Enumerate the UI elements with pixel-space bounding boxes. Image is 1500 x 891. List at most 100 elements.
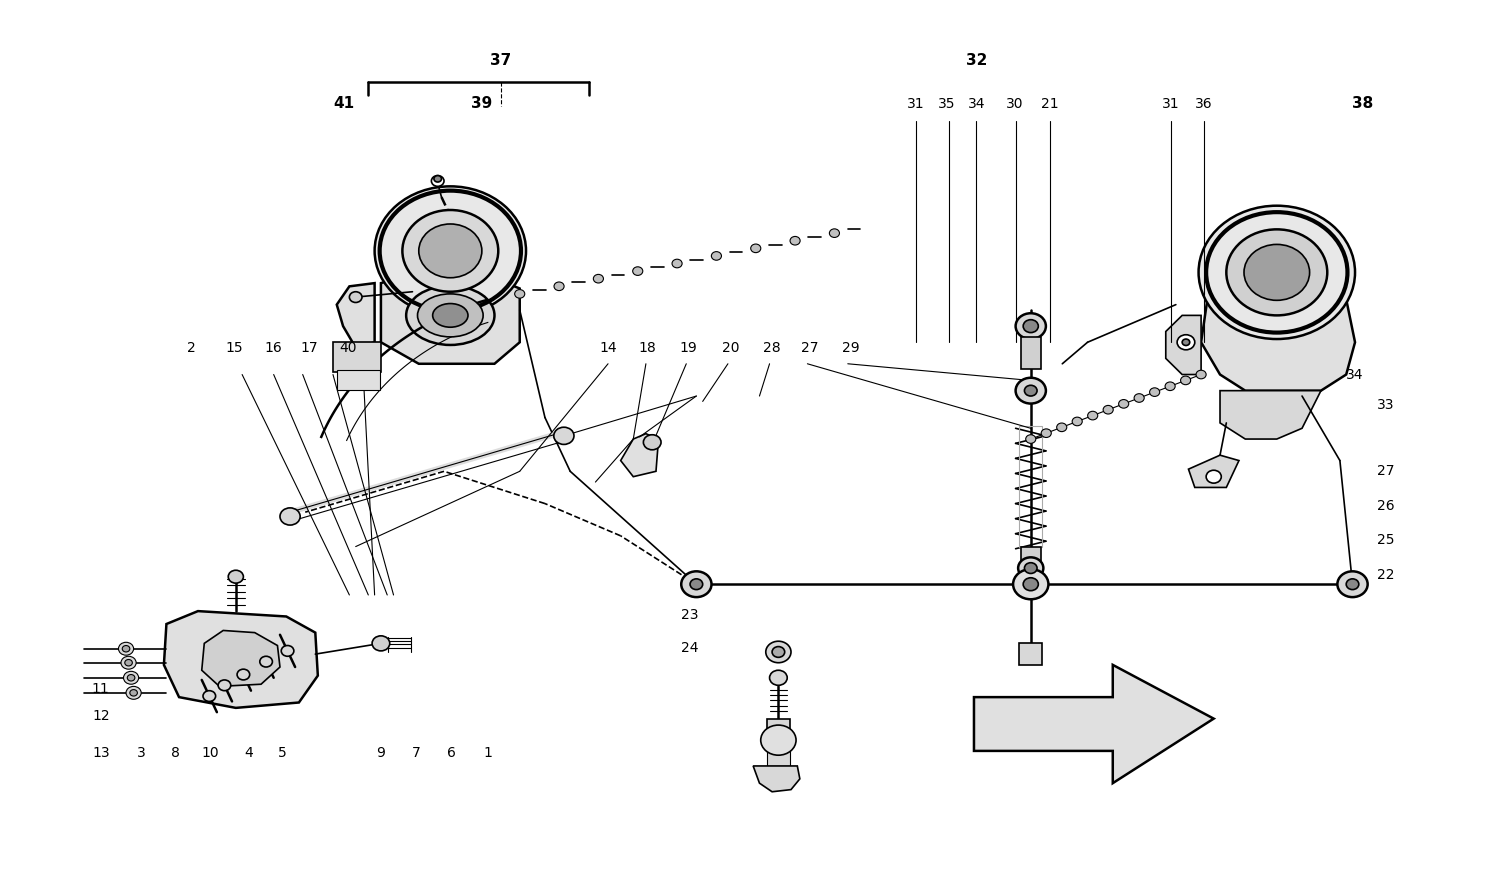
Circle shape: [1196, 371, 1206, 379]
Text: 13: 13: [92, 746, 110, 760]
Circle shape: [770, 670, 788, 685]
Circle shape: [1166, 382, 1174, 390]
Ellipse shape: [406, 286, 495, 345]
Bar: [333, 342, 381, 372]
Text: 39: 39: [471, 96, 492, 111]
Circle shape: [280, 645, 294, 657]
Circle shape: [124, 659, 132, 666]
Circle shape: [1016, 314, 1046, 339]
Bar: [1020, 426, 1042, 546]
Polygon shape: [974, 665, 1214, 783]
Circle shape: [1024, 563, 1036, 574]
Circle shape: [1149, 388, 1160, 396]
Bar: [766, 740, 789, 766]
Circle shape: [1182, 339, 1190, 346]
Circle shape: [375, 186, 526, 315]
Circle shape: [402, 210, 498, 291]
Ellipse shape: [432, 304, 468, 327]
Circle shape: [350, 291, 361, 302]
Circle shape: [554, 282, 564, 290]
Ellipse shape: [417, 294, 483, 337]
Circle shape: [1244, 244, 1310, 300]
Text: 9: 9: [376, 746, 386, 760]
Bar: [766, 719, 789, 732]
Text: 27: 27: [801, 340, 819, 355]
Circle shape: [830, 229, 840, 238]
Text: 31: 31: [1162, 96, 1179, 110]
Circle shape: [772, 647, 784, 658]
Text: 41: 41: [334, 96, 356, 111]
Bar: [338, 371, 380, 389]
Circle shape: [1013, 569, 1048, 600]
Text: 27: 27: [1377, 464, 1394, 478]
Circle shape: [644, 435, 662, 450]
Circle shape: [554, 427, 574, 445]
Circle shape: [228, 570, 243, 583]
Circle shape: [123, 671, 138, 684]
Circle shape: [1088, 412, 1098, 420]
Circle shape: [217, 680, 231, 691]
Circle shape: [750, 244, 760, 253]
Text: 15: 15: [225, 340, 243, 355]
Circle shape: [128, 674, 135, 681]
Text: 10: 10: [202, 746, 219, 760]
Text: 11: 11: [92, 682, 110, 696]
Text: 4: 4: [244, 746, 254, 760]
Circle shape: [1206, 470, 1221, 483]
Circle shape: [1346, 579, 1359, 590]
Circle shape: [1198, 206, 1354, 339]
Polygon shape: [1166, 315, 1202, 374]
Circle shape: [118, 642, 134, 655]
Bar: [1020, 337, 1041, 369]
Polygon shape: [381, 275, 519, 364]
Circle shape: [419, 224, 482, 278]
Text: 18: 18: [639, 340, 656, 355]
Circle shape: [1180, 376, 1191, 385]
Circle shape: [1178, 335, 1196, 350]
Circle shape: [1023, 577, 1038, 591]
Circle shape: [260, 657, 273, 667]
Polygon shape: [338, 283, 375, 347]
Text: 34: 34: [968, 96, 986, 110]
Polygon shape: [1220, 390, 1322, 439]
Text: 8: 8: [171, 746, 180, 760]
Text: 34: 34: [1347, 367, 1364, 381]
Text: 24: 24: [681, 641, 699, 655]
Text: 33: 33: [1377, 397, 1394, 412]
Polygon shape: [1188, 455, 1239, 487]
Circle shape: [1016, 378, 1046, 404]
Polygon shape: [201, 631, 280, 686]
Text: 20: 20: [722, 340, 740, 355]
Text: 36: 36: [1196, 96, 1212, 110]
Text: 16: 16: [266, 340, 282, 355]
Circle shape: [672, 259, 682, 268]
Text: 38: 38: [1352, 96, 1372, 111]
Text: 31: 31: [908, 96, 924, 110]
Circle shape: [237, 669, 249, 680]
Circle shape: [280, 508, 300, 525]
Text: 25: 25: [1377, 533, 1394, 547]
Circle shape: [1019, 558, 1044, 579]
Circle shape: [690, 579, 702, 590]
Circle shape: [1056, 423, 1066, 431]
Text: 28: 28: [764, 340, 782, 355]
Text: 2: 2: [188, 340, 196, 355]
Polygon shape: [753, 766, 800, 792]
Circle shape: [123, 645, 130, 652]
Circle shape: [1072, 417, 1083, 426]
Text: 30: 30: [1005, 96, 1023, 110]
Text: 19: 19: [680, 340, 698, 355]
Circle shape: [1227, 229, 1328, 315]
Circle shape: [130, 690, 138, 696]
Bar: [1020, 643, 1042, 665]
Circle shape: [1024, 385, 1036, 396]
Circle shape: [633, 266, 644, 275]
Circle shape: [372, 636, 390, 651]
Circle shape: [202, 691, 216, 701]
Polygon shape: [1202, 283, 1354, 390]
Text: 5: 5: [278, 746, 286, 760]
Circle shape: [681, 571, 711, 597]
Text: 26: 26: [1377, 499, 1394, 512]
Circle shape: [760, 725, 796, 756]
Text: 1: 1: [483, 746, 492, 760]
